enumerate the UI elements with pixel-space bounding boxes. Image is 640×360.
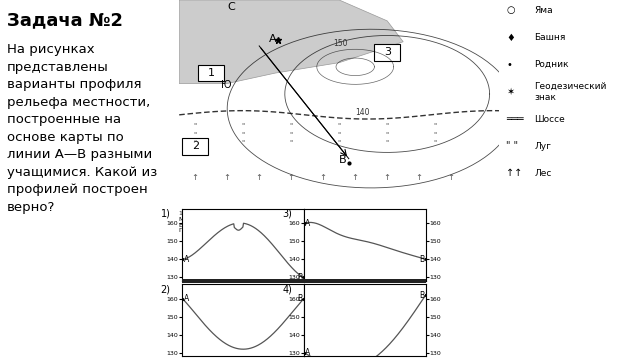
FancyBboxPatch shape <box>198 65 224 81</box>
Text: Геодезический
знак: Геодезический знак <box>534 82 607 102</box>
Text: Ю: Ю <box>221 80 231 90</box>
Text: ": " <box>386 131 388 137</box>
Text: ": " <box>434 139 436 145</box>
Text: A: A <box>184 255 189 264</box>
Text: ♦: ♦ <box>506 33 515 42</box>
Text: ": " <box>242 122 244 128</box>
Text: 1: 1 <box>208 68 214 78</box>
Text: B: B <box>419 255 424 264</box>
Text: B: B <box>298 294 303 303</box>
Text: B: B <box>419 291 424 300</box>
Text: Горизонтали проведены через 5 метров: Горизонтали проведены через 5 метров <box>179 228 314 233</box>
Text: ": " <box>434 131 436 137</box>
Text: Луг: Луг <box>534 141 552 150</box>
Text: ": " <box>434 122 436 128</box>
Text: ═══: ═══ <box>506 114 524 124</box>
Text: ↑: ↑ <box>352 173 358 182</box>
Text: ": " <box>290 122 292 128</box>
Text: ": " <box>242 131 244 137</box>
FancyBboxPatch shape <box>182 138 208 154</box>
Text: ": " <box>386 139 388 145</box>
Text: Башня: Башня <box>534 33 566 42</box>
Text: 2): 2) <box>161 284 170 294</box>
Text: A: A <box>305 219 310 228</box>
Text: В 1 см 100 м: В 1 см 100 м <box>179 222 220 228</box>
Text: Масштаб  1: 10 000: Масштаб 1: 10 000 <box>179 217 243 222</box>
Text: ↑: ↑ <box>192 173 198 182</box>
Text: ": " <box>242 139 244 145</box>
Text: ↑: ↑ <box>384 173 390 182</box>
Text: 3: 3 <box>384 47 390 57</box>
Text: Лес: Лес <box>534 169 552 178</box>
Polygon shape <box>179 0 403 84</box>
Text: A: A <box>184 294 189 303</box>
Text: 140: 140 <box>355 108 370 117</box>
Text: ": " <box>290 131 292 137</box>
Text: ✶: ✶ <box>506 87 515 97</box>
Text: ↑: ↑ <box>448 173 454 182</box>
Text: A: A <box>305 348 310 357</box>
Text: Яма: Яма <box>534 6 553 15</box>
Text: ↑: ↑ <box>288 173 294 182</box>
Text: ↑: ↑ <box>224 173 230 182</box>
Text: Шоссе: Шоссе <box>534 114 565 123</box>
Text: ○: ○ <box>506 5 515 15</box>
Text: A: A <box>269 34 276 44</box>
FancyBboxPatch shape <box>374 44 400 60</box>
Text: 2: 2 <box>191 141 199 151</box>
Text: 150: 150 <box>333 39 348 48</box>
Text: Родник: Родник <box>534 60 569 69</box>
Text: " ": " " <box>506 141 518 151</box>
Text: B: B <box>298 273 303 282</box>
Text: ": " <box>338 122 340 128</box>
Text: ": " <box>290 139 292 145</box>
Text: На рисунках
представлены
варианты профиля
рельефа местности,
построенные на
осно: На рисунках представлены варианты профил… <box>7 43 157 214</box>
Text: ": " <box>194 122 196 128</box>
Text: ": " <box>194 131 196 137</box>
Text: ↑: ↑ <box>256 173 262 182</box>
Text: B: B <box>339 155 347 165</box>
Text: 3): 3) <box>282 209 292 219</box>
Text: ": " <box>338 139 340 145</box>
Text: 4): 4) <box>282 284 292 294</box>
Text: •: • <box>506 60 512 70</box>
Text: 100    0    100   200: 100 0 100 200 <box>179 211 240 216</box>
Text: 1): 1) <box>161 209 170 219</box>
Text: ": " <box>338 131 340 137</box>
Text: ": " <box>386 122 388 128</box>
Text: Задача №2: Задача №2 <box>7 11 123 29</box>
Text: С: С <box>227 3 235 13</box>
Text: ↑: ↑ <box>416 173 422 182</box>
Text: ": " <box>194 139 196 145</box>
Text: ↑: ↑ <box>320 173 326 182</box>
Text: ↑↑: ↑↑ <box>506 168 522 178</box>
